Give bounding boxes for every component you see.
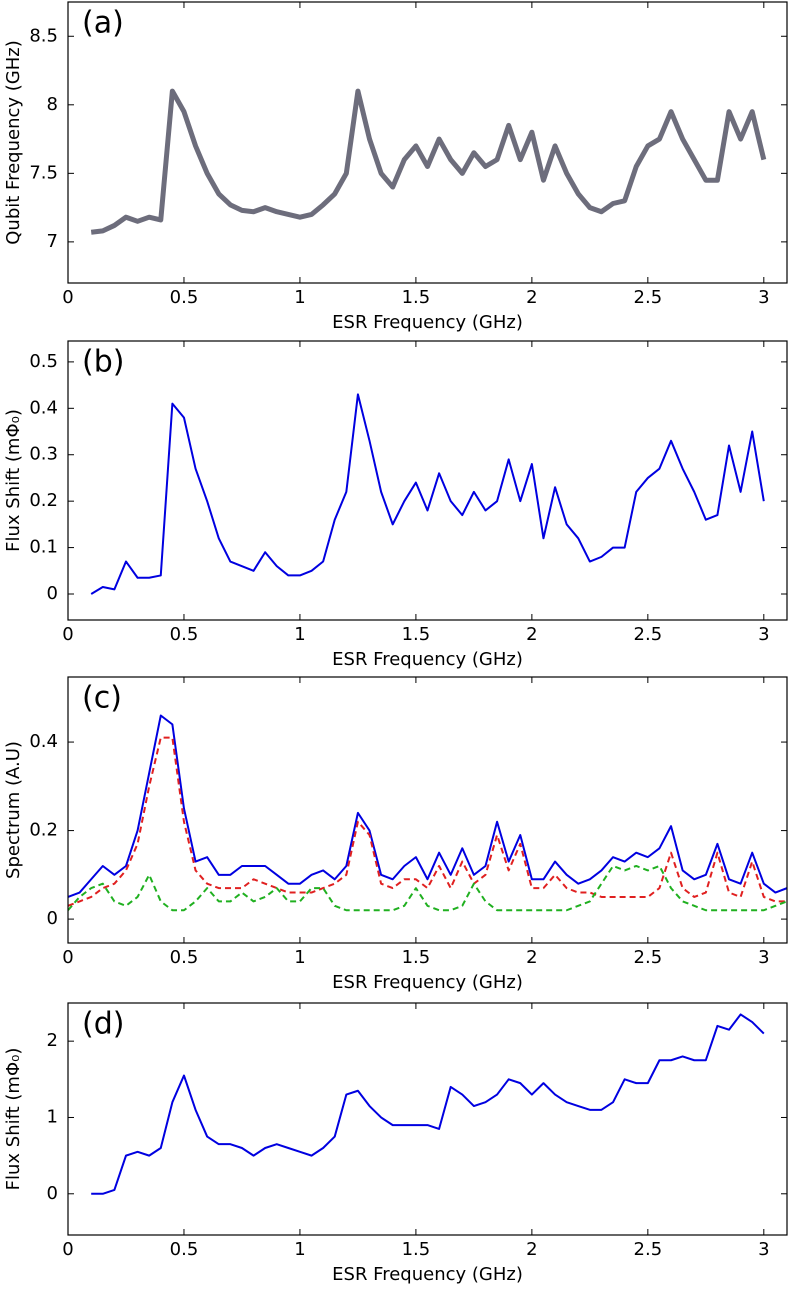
y-tick-label: 8 <box>47 94 58 115</box>
y-tick-label: 7.5 <box>29 162 58 183</box>
panel-label: (a) <box>82 6 124 41</box>
x-tick-label: 2.5 <box>634 287 663 308</box>
series-line <box>68 714 787 898</box>
y-axis-label: Qubit Frequency (GHz) <box>3 40 24 244</box>
y-axis-label: Flux Shift (mΦ₀) <box>3 1048 24 1191</box>
x-axis-label: ESR Frequency (GHz) <box>332 972 523 993</box>
x-axis-label: ESR Frequency (GHz) <box>332 312 523 333</box>
y-tick-label: 0.3 <box>29 444 58 465</box>
plot-frame <box>67 340 788 621</box>
x-tick-label: 1 <box>294 624 305 645</box>
y-tick-label: 7 <box>47 231 58 252</box>
x-tick-label: 2 <box>526 624 537 645</box>
x-tick-label: 1.5 <box>402 624 431 645</box>
x-tick-label: 2 <box>526 1239 537 1260</box>
x-tick-label: 2 <box>526 287 537 308</box>
series-line <box>91 1013 765 1195</box>
y-tick-label: 0 <box>47 1183 58 1204</box>
y-tick-label: 0.1 <box>29 537 58 558</box>
y-tick-label: 0 <box>47 583 58 604</box>
x-tick-label: 1.5 <box>402 1239 431 1260</box>
panel-label: (d) <box>82 1007 124 1042</box>
x-tick-label: 0.5 <box>170 1239 199 1260</box>
plot-frame <box>67 1002 788 1236</box>
y-tick-label: 2 <box>47 1030 58 1051</box>
plot-background <box>68 677 787 943</box>
x-tick-label: 0 <box>62 947 73 968</box>
x-tick-label: 0 <box>62 287 73 308</box>
x-tick-label: 0.5 <box>170 624 199 645</box>
plot-background <box>68 2 787 283</box>
series-line <box>90 88 767 235</box>
x-tick-label: 0 <box>62 1239 73 1260</box>
y-tick-label: 0.4 <box>29 731 58 752</box>
x-axis-label: ESR Frequency (GHz) <box>332 1264 523 1285</box>
y-tick-label: 1 <box>47 1106 58 1127</box>
x-axis-label: ESR Frequency (GHz) <box>332 649 523 670</box>
x-tick-label: 1 <box>294 947 305 968</box>
x-tick-label: 0.5 <box>170 287 199 308</box>
x-tick-label: 3 <box>758 624 769 645</box>
plot-frame <box>67 676 788 944</box>
x-tick-label: 1.5 <box>402 287 431 308</box>
plot-background <box>68 341 787 620</box>
x-tick-label: 1 <box>294 287 305 308</box>
x-tick-label: 2.5 <box>634 624 663 645</box>
series-line <box>90 393 765 595</box>
x-tick-label: 2.5 <box>634 947 663 968</box>
x-tick-label: 3 <box>758 287 769 308</box>
x-tick-label: 3 <box>758 1239 769 1260</box>
y-tick-label: 0 <box>47 908 58 929</box>
panel-label: (b) <box>82 345 124 380</box>
series-line <box>68 736 787 907</box>
plot-frame <box>67 1 788 284</box>
y-axis-label: Spectrum (A.U) <box>3 741 24 879</box>
plot-background <box>68 1003 787 1235</box>
series-line <box>68 864 787 912</box>
y-tick-label: 0.2 <box>29 820 58 841</box>
y-tick-label: 8.5 <box>29 25 58 46</box>
y-axis-label: Flux Shift (mΦ₀) <box>3 409 24 552</box>
x-tick-label: 0.5 <box>170 947 199 968</box>
x-tick-label: 2 <box>526 947 537 968</box>
panel-label: (c) <box>82 681 122 716</box>
x-tick-label: 0 <box>62 624 73 645</box>
y-tick-label: 0.4 <box>29 397 58 418</box>
x-tick-label: 1.5 <box>402 947 431 968</box>
y-tick-label: 0.2 <box>29 490 58 511</box>
x-tick-label: 1 <box>294 1239 305 1260</box>
x-tick-label: 3 <box>758 947 769 968</box>
x-tick-label: 2.5 <box>634 1239 663 1260</box>
y-tick-label: 0.5 <box>29 351 58 372</box>
